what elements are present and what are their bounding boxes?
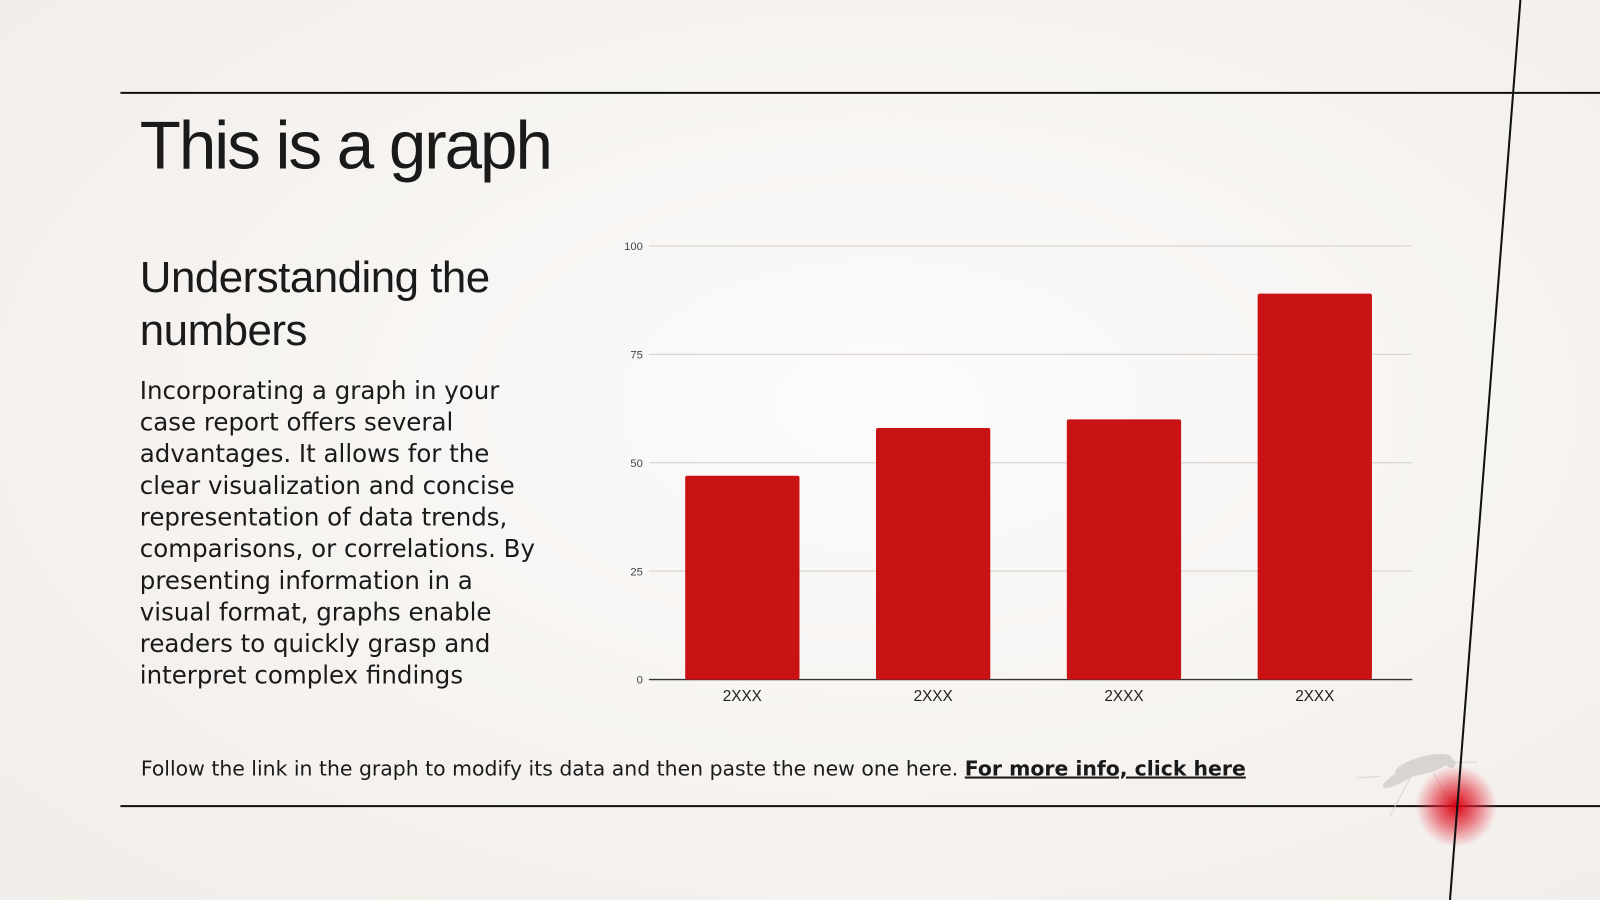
- page-title: This is a graph: [139, 107, 553, 183]
- x-tick-label: 2XXX: [914, 688, 953, 705]
- bar: [685, 475, 800, 680]
- y-tick-label: 100: [624, 241, 643, 253]
- diagonal-rule: [1448, 0, 1522, 900]
- bar: [876, 428, 991, 680]
- more-info-link[interactable]: For more info, click here: [964, 756, 1246, 781]
- footer: Follow the link in the graph to modify i…: [141, 756, 1246, 780]
- footer-text: Follow the link in the graph to modify i…: [140, 756, 965, 781]
- x-tick-label: 2XXX: [1295, 688, 1334, 705]
- y-tick-label: 0: [637, 675, 643, 687]
- red-glow-dot: [1415, 765, 1497, 847]
- x-tick-label: 2XXX: [723, 688, 762, 705]
- bar: [1257, 293, 1372, 680]
- subtitle: Understanding the numbers: [139, 253, 490, 356]
- y-tick-label: 75: [630, 349, 642, 361]
- x-tick-label: 2XXX: [1104, 688, 1143, 705]
- bar: [1066, 419, 1182, 680]
- y-tick-label: 25: [630, 566, 642, 578]
- body-text: Incorporating a graph in your case repor…: [139, 376, 535, 690]
- y-tick-label: 50: [630, 458, 642, 470]
